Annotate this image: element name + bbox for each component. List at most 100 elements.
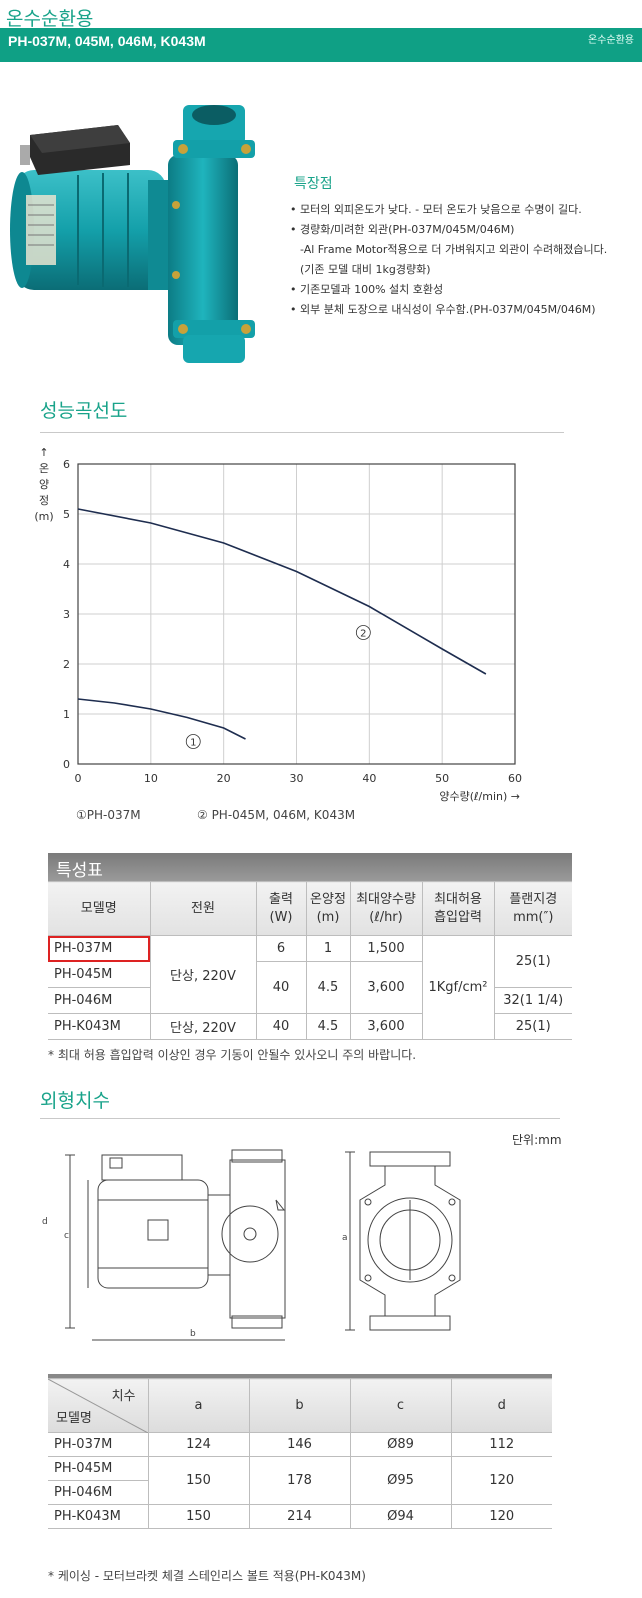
feature-item: • 기존모델과 100% 설치 호환성 <box>290 283 444 296</box>
x-tick-label: 10 <box>144 772 158 785</box>
flange-cell: 25(1) <box>493 935 572 988</box>
model-header-label: 모델명 <box>56 1411 92 1426</box>
dimensions-section-title: 외형치수 <box>40 1090 110 1112</box>
model-cell: PH-037M <box>48 1432 149 1457</box>
model-cell: PH-045M <box>48 1456 149 1481</box>
performance-section-title: 성능곡선도 <box>40 400 128 422</box>
col-header-d: d <box>450 1378 552 1433</box>
flange-cell: 32(1 1/4) <box>493 987 572 1014</box>
features-title: 특장점 <box>294 176 333 192</box>
dim-cell: 112 <box>450 1432 552 1457</box>
header-bar <box>0 28 642 62</box>
col-header-output: 출력 (W) <box>255 881 307 936</box>
y-tick-label: 3 <box>63 608 70 621</box>
dimensions-note: * 케이싱 - 모터브라켓 체결 스테인리스 볼트 적용(PH-K043M) <box>48 1569 366 1583</box>
y-tick-label: 1 <box>63 708 70 721</box>
header-category-label: 온수순환용 <box>588 35 634 46</box>
legend-item-2: ② PH-045M, 046M, K043M <box>197 808 356 822</box>
spec-table-title: 특성표 <box>56 861 103 881</box>
col-header-model: 모델명 <box>48 881 151 936</box>
dim-cell: 120 <box>450 1504 552 1529</box>
y-tick-label: 5 <box>63 508 70 521</box>
dim-cell: 124 <box>147 1432 250 1457</box>
model-cell: PH-K043M <box>48 1504 149 1529</box>
page-title: 온수순환용 <box>6 8 94 30</box>
x-tick-label: 50 <box>435 772 449 785</box>
model-cell: PH-046M <box>48 1480 148 1505</box>
col-header-power: 전원 <box>149 881 257 936</box>
feature-item: • 모터의 외피온도가 낮다. - 모터 온도가 낮음으로 수명이 길다. <box>290 203 582 216</box>
feature-item: • 외부 분체 도장으로 내식성이 우수함.(PH-037M/045M/046M… <box>290 303 596 316</box>
dim-header-label: 치수 <box>111 1389 136 1404</box>
plot-frame <box>77 463 516 765</box>
features-list: • 모터의 외피온도가 낮다. - 모터 온도가 낮음으로 수명이 길다. • … <box>290 200 635 320</box>
dim-label-c: c <box>64 1231 69 1241</box>
col-header-flow: 최대양수량 (ℓ/hr) <box>349 881 423 936</box>
feature-item: -Al Frame Motor적용으로 더 가벼워지고 외관이 수려해졌습니다. <box>300 243 608 256</box>
x-tick-label: 30 <box>290 772 304 785</box>
dim-table-corner-header: 치수 모델명 <box>48 1378 149 1433</box>
feature-item: • 경량화/미려한 외관(PH-037M/045M/046M) <box>290 223 515 236</box>
x-axis-label: 양수량(ℓ/min) → <box>439 790 520 803</box>
model-cell-highlighted: PH-037M <box>48 935 151 962</box>
spec-table-title-band <box>48 853 572 881</box>
x-tick-label: 20 <box>217 772 231 785</box>
col-header-suction: 최대허용 흡입압력 <box>421 881 495 936</box>
y-tick-label: 4 <box>63 558 70 571</box>
head-cell: 4.5 <box>305 961 351 1014</box>
section-divider <box>40 432 564 433</box>
y-axis-label: (m) <box>34 510 53 523</box>
spec-table-note: * 최대 허용 흡입압력 이상인 경우 기동이 안될수 있사오니 주의 바랍니다… <box>48 1048 417 1062</box>
y-tick-label: 2 <box>63 658 70 671</box>
flow-cell: 3,600 <box>349 1013 423 1040</box>
series-line <box>77 508 487 675</box>
series-label: 2 <box>360 629 366 640</box>
dim-cell: 120 <box>450 1456 552 1505</box>
dim-label-b: b <box>190 1329 196 1339</box>
model-cell: PH-046M <box>48 987 151 1014</box>
dim-cell: 150 <box>147 1456 250 1505</box>
y-axis-label: 정 <box>39 494 49 507</box>
dim-table-wrap: 치수 모델명 a b c d PH-037M 124 146 Ø89 112 P… <box>48 1378 552 1529</box>
feature-item: (기존 모델 대비 1kg경량화) <box>300 263 431 276</box>
col-header-b: b <box>248 1378 351 1433</box>
dimension-table: 치수 모델명 a b c d PH-037M 124 146 Ø89 112 P… <box>48 1378 552 1529</box>
x-tick-label: 60 <box>508 772 522 785</box>
flange-cell: 25(1) <box>493 1013 572 1040</box>
dim-cell: 146 <box>248 1432 351 1457</box>
col-header-a: a <box>147 1378 250 1433</box>
dim-cell: Ø95 <box>349 1456 452 1505</box>
spec-table-wrap: 모델명 전원 출력 (W) 온양정 (m) 최대양수량 (ℓ/hr) 최대허용 … <box>48 881 572 1040</box>
y-tick-label: 0 <box>63 758 70 771</box>
power-cell: 단상, 220V <box>149 935 257 1014</box>
output-cell: 40 <box>255 1013 307 1040</box>
model-heading: PH-037M, 045M, 046M, K043M <box>8 33 206 49</box>
unit-label: 단위:mm <box>512 1133 562 1147</box>
dim-table-top-band <box>48 1374 552 1378</box>
power-cell: 단상, 220V <box>149 1013 257 1040</box>
dim-cell: 214 <box>248 1504 351 1529</box>
col-header-c: c <box>349 1378 452 1433</box>
output-cell: 40 <box>255 961 307 1014</box>
diagonal-divider <box>48 1379 148 1433</box>
col-header-flange: 플랜지경 mm(″) <box>493 881 572 936</box>
dim-cell: Ø94 <box>349 1504 452 1529</box>
model-cell: PH-045M <box>48 961 151 988</box>
spec-table: 모델명 전원 출력 (W) 온양정 (m) 최대양수량 (ℓ/hr) 최대허용 … <box>48 881 572 1040</box>
y-axis-label: ↑ <box>39 446 48 459</box>
pump-product-image <box>10 105 255 363</box>
series-label: 1 <box>190 738 196 749</box>
head-cell: 4.5 <box>305 1013 351 1040</box>
series-line <box>77 698 246 740</box>
head-cell: 1 <box>305 935 351 962</box>
y-tick-label: 6 <box>63 458 70 471</box>
dim-label-a: a <box>342 1233 348 1243</box>
flow-cell: 1,500 <box>349 935 423 962</box>
x-tick-label: 40 <box>362 772 376 785</box>
dim-cell: 178 <box>248 1456 351 1505</box>
y-axis-label: 온 <box>39 462 49 475</box>
section-divider <box>40 1118 560 1119</box>
col-header-head: 온양정 (m) <box>305 881 351 936</box>
output-cell: 6 <box>255 935 307 962</box>
suction-cell: 1Kgf/cm² <box>421 935 495 1040</box>
